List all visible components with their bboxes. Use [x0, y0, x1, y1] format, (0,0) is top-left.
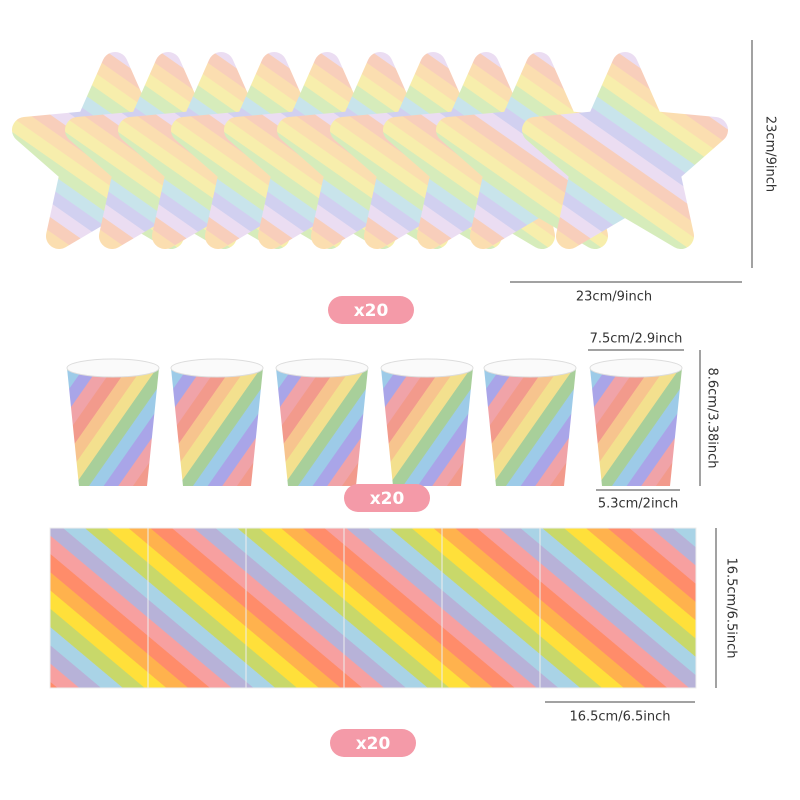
napkins — [49, 527, 697, 689]
plate-dimensions: 23cm/9inch 23cm/9inch — [510, 40, 778, 305]
cup-height: 8.6cm/3.38inch — [705, 367, 720, 468]
cup-count: x20 — [370, 489, 405, 509]
napkin-width: 16.5cm/6.5inch — [569, 710, 670, 725]
cups — [66, 358, 683, 487]
napkin-dimensions: 16.5cm/6.5inch 16.5cm/6.5inch — [545, 528, 739, 725]
cup-dimensions: 7.5cm/2.9inch 8.6cm/3.38inch 5.3cm/2inch — [588, 332, 720, 512]
plates — [25, 65, 715, 236]
cup-top: 7.5cm/2.9inch — [590, 332, 683, 347]
plate-width: 23cm/9inch — [576, 290, 652, 305]
cup-bottom: 5.3cm/2inch — [598, 497, 678, 512]
plate-count: x20 — [354, 301, 389, 321]
plate-height: 23cm/9inch — [763, 116, 778, 192]
napkin-height: 16.5cm/6.5inch — [724, 557, 739, 658]
count-badge — [328, 296, 414, 324]
count-badge — [344, 484, 430, 512]
count-badge — [330, 729, 416, 757]
napkin-count: x20 — [356, 734, 391, 754]
